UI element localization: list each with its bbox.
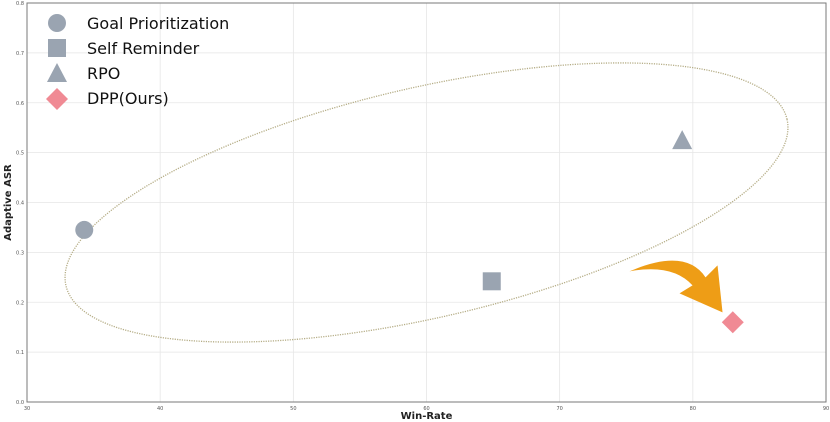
legend-item-self-reminder: Self Reminder (48, 39, 200, 58)
x-axis-label: Win-Rate (401, 411, 453, 422)
axis-ticks: 30 40 50 60 70 80 90 0.0 0.1 0.2 0.3 0.4 0.5 0.6 0.7 0.… (16, 1, 829, 412)
improvement-arrow (629, 260, 723, 313)
y-tick-label: 0.5 (16, 151, 24, 157)
y-tick-label: 0.4 (16, 201, 24, 207)
point-goal-prioritization (75, 220, 94, 239)
x-tick-label: 70 (556, 406, 562, 412)
plot-frame (26, 2, 827, 403)
data-points (75, 130, 744, 334)
legend-item-rpo: RPO (47, 63, 120, 83)
point-self-reminder (482, 272, 501, 291)
legend-label-self-reminder: Self Reminder (87, 39, 200, 58)
y-tick-label: 0.2 (16, 300, 24, 306)
y-tick-label: 0.7 (16, 51, 24, 57)
x-tick-label: 40 (157, 406, 163, 412)
point-dpp-ours (721, 311, 744, 334)
legend-label-dpp-ours: DPP(Ours) (87, 89, 169, 108)
point-rpo (672, 130, 693, 150)
y-axis-label: Adaptive ASR (3, 164, 14, 241)
x-tick-label: 60 (423, 406, 429, 412)
y-tick-label: 0.1 (16, 350, 24, 356)
x-tick-label: 30 (24, 406, 30, 412)
legend-item-goal-prioritization: Goal Prioritization (48, 14, 229, 33)
legend-diamond-marker (46, 88, 68, 110)
legend-label-rpo: RPO (87, 64, 120, 83)
legend-label-goal-prioritization: Goal Prioritization (87, 14, 229, 33)
y-tick-label: 0.3 (16, 250, 24, 256)
y-tick-label: 0.0 (16, 400, 24, 406)
x-tick-label: 80 (690, 406, 696, 412)
legend: Goal Prioritization Self Reminder RPO DP… (46, 14, 229, 110)
baseline-cluster-ellipse (64, 62, 789, 343)
legend-square-marker (48, 39, 66, 57)
legend-triangle-marker (47, 63, 67, 82)
grid-lines (26, 2, 827, 403)
legend-circle-marker (48, 14, 66, 32)
x-tick-label: 50 (290, 406, 296, 412)
y-tick-label: 0.6 (16, 101, 24, 107)
x-tick-label: 90 (823, 406, 829, 412)
y-tick-label: 0.8 (16, 1, 24, 7)
legend-item-dpp-ours: DPP(Ours) (46, 88, 169, 110)
